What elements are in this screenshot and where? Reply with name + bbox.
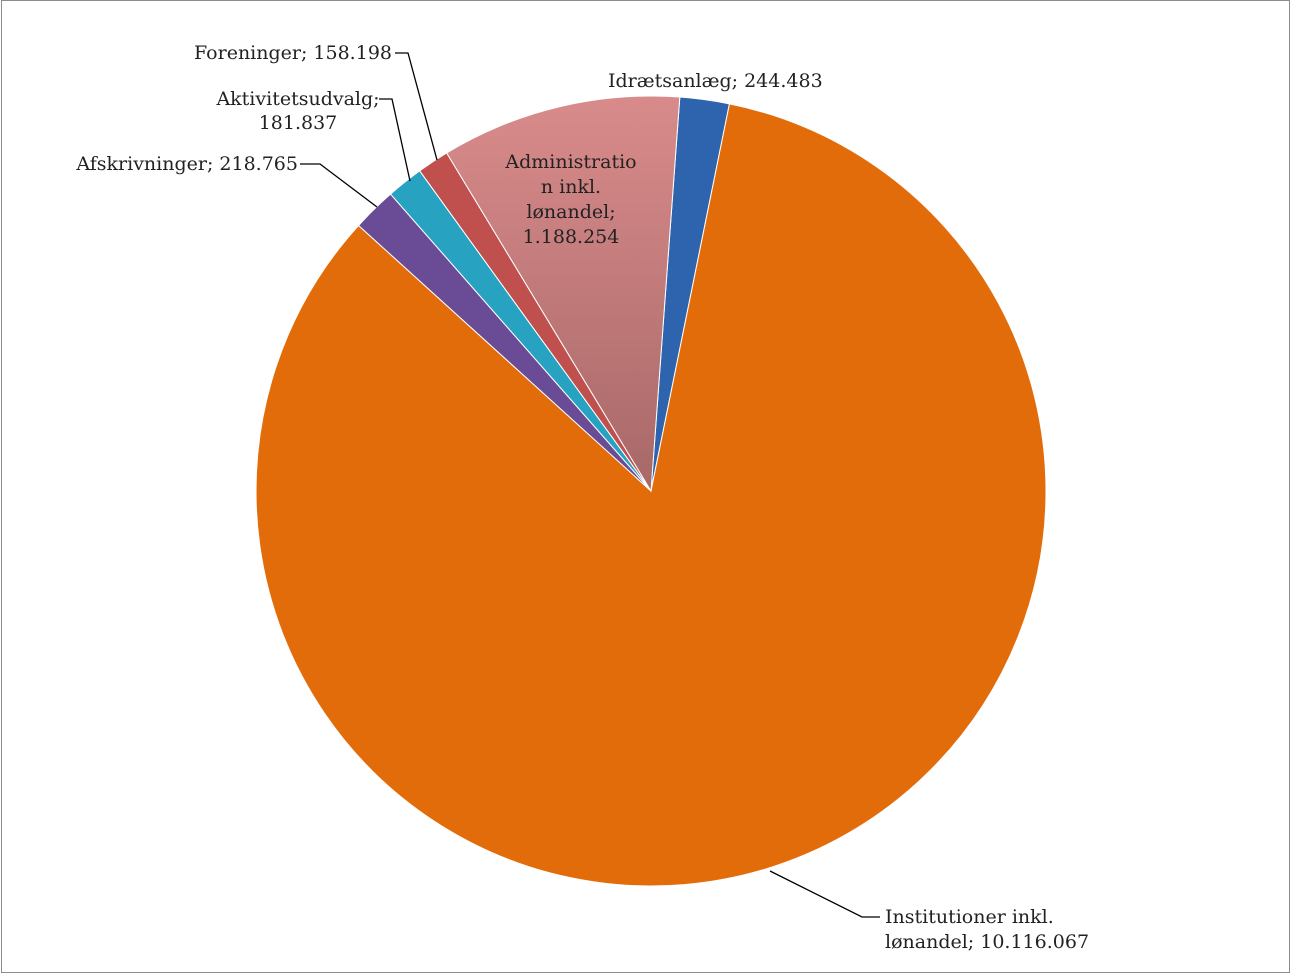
leader-line bbox=[769, 870, 880, 918]
slice-data-label: Institutioner inkl. lønandel; 10.116.067 bbox=[885, 906, 1089, 953]
slice-data-label-line: Administratio bbox=[504, 151, 636, 173]
pie-slices bbox=[255, 95, 1047, 887]
slice-data-label: Aktivitetsudvalg; 181.837 bbox=[215, 88, 379, 134]
slice-data-label-line: 181.837 bbox=[259, 112, 338, 134]
slice-data-label-line: lønandel; bbox=[526, 201, 615, 223]
slice-data-label: Administratio n inkl. lønandel; 1.188.254 bbox=[504, 151, 636, 248]
slice-data-label: Idrætsanlæg; 244.483 bbox=[608, 70, 823, 92]
slice-data-label-line: 1.188.254 bbox=[523, 226, 620, 248]
slice-data-label: Afskrivninger; 218.765 bbox=[75, 153, 298, 175]
slice-data-label-line: n inkl. bbox=[541, 176, 601, 198]
leader-line bbox=[379, 98, 411, 182]
slice-data-label-line: Aktivitetsudvalg; bbox=[215, 88, 379, 110]
slice-data-label-line: lønandel; 10.116.067 bbox=[885, 931, 1089, 953]
slice-data-label-line: Institutioner inkl. bbox=[885, 906, 1054, 928]
slice-data-label: Foreninger; 158.198 bbox=[194, 42, 392, 64]
pie-slice-administration-inkl-lønandel bbox=[445, 95, 681, 493]
slice-labels: Idrætsanlæg; 244.483 Institutioner inkl. l… bbox=[75, 42, 1089, 953]
pie-slice-institutioner-inkl-lønandel bbox=[255, 103, 1047, 887]
slice-data-label-line: Foreninger; 158.198 bbox=[194, 42, 392, 64]
leader-line bbox=[395, 52, 438, 161]
label-leader-lines bbox=[300, 52, 880, 918]
slice-data-label-line: Idrætsanlæg; 244.483 bbox=[608, 70, 823, 92]
leader-line bbox=[300, 163, 378, 208]
slice-data-label-line: Afskrivninger; 218.765 bbox=[75, 153, 298, 175]
